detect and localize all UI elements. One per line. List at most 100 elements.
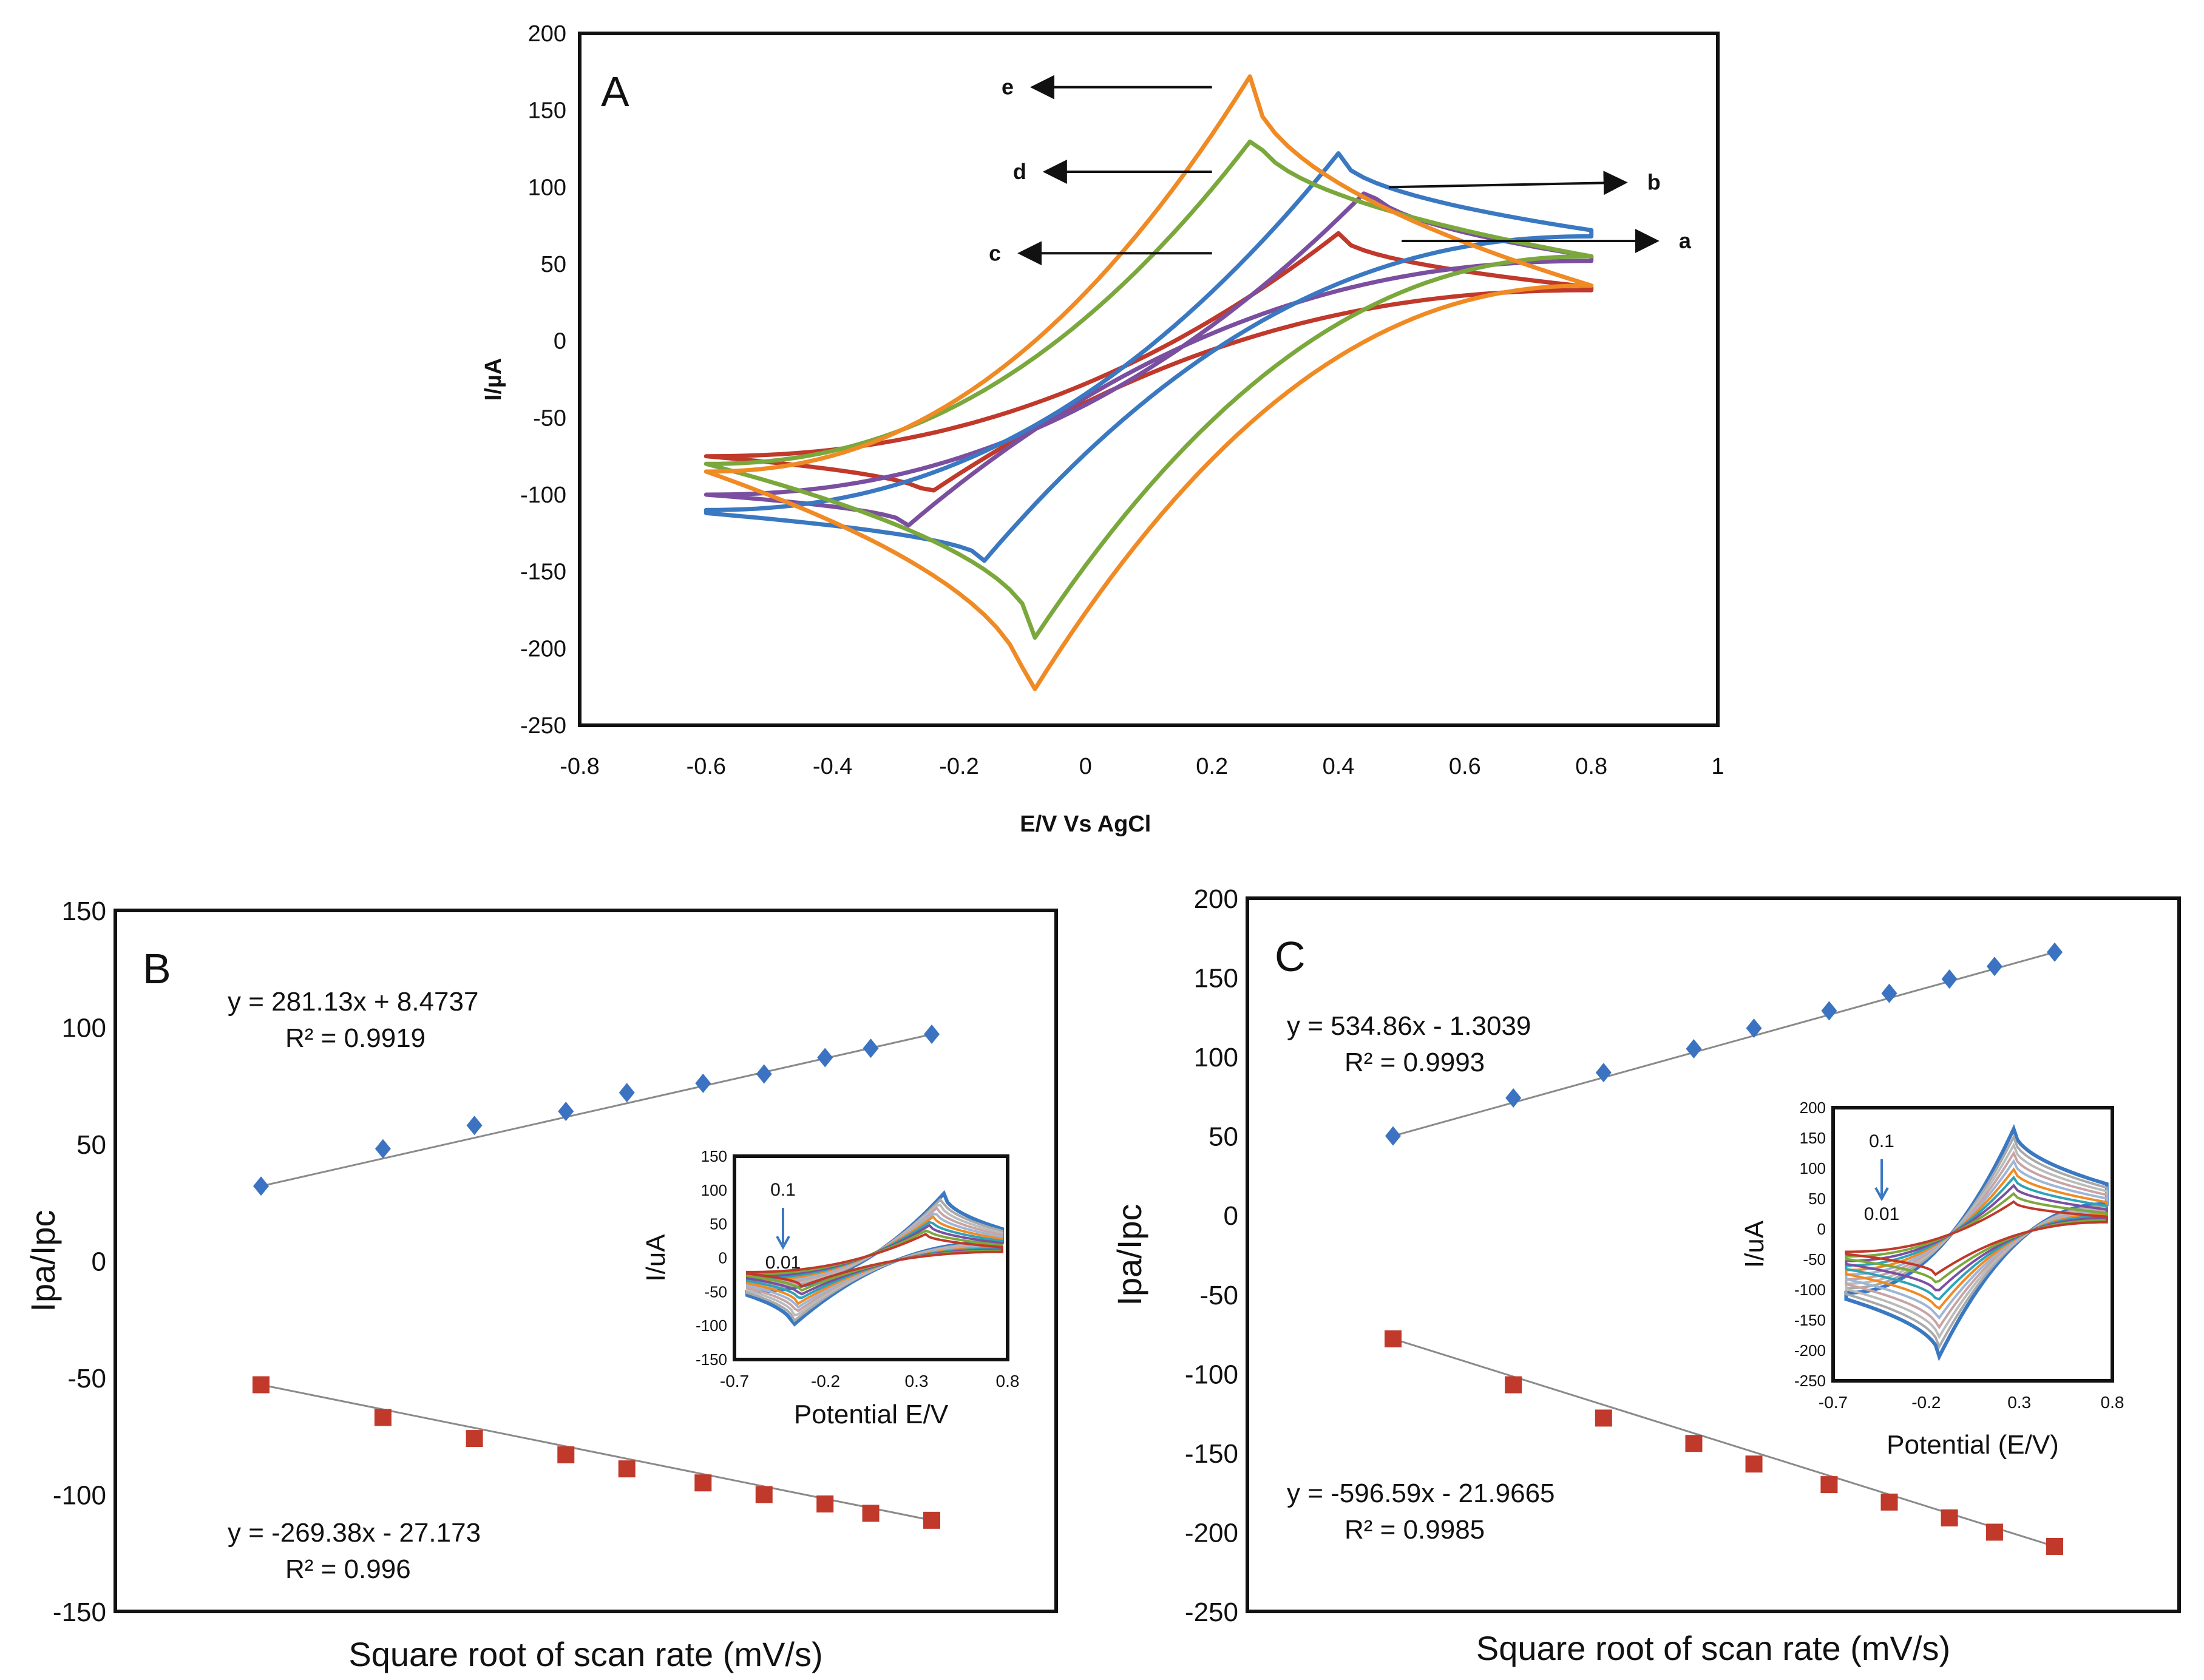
panel-a-cyclic-voltammogram: 200 150 100 50 0 -50 -100 -150 -200 -250 -0.8 -0.6 -… bbox=[481, 21, 1724, 837]
y-tick-label: 100 bbox=[1194, 1043, 1238, 1072]
inset-y-tick-label: 150 bbox=[701, 1147, 727, 1165]
ipc-point bbox=[1505, 1376, 1522, 1394]
x-tick-label: -0.6 bbox=[687, 754, 726, 779]
cv-curve-e bbox=[704, 74, 1594, 691]
x-tick-label: 1 bbox=[1711, 754, 1724, 779]
curve-label-a: a bbox=[1679, 228, 1692, 253]
y-tick-label: 200 bbox=[1194, 884, 1238, 914]
x-tick-label: -0.4 bbox=[813, 754, 852, 779]
fit-r-squared: R² = 0.9993 bbox=[1344, 1048, 1485, 1077]
x-tick-label: 0.6 bbox=[1449, 754, 1481, 779]
fit-equation: y = 534.86x - 1.3039 bbox=[1287, 1011, 1531, 1041]
panel-b-scan-rate-plot: 150 100 50 0 -50 -100 -150 Square root of scan … bbox=[24, 896, 1058, 1673]
cv-curve-b bbox=[704, 191, 1594, 528]
fit-equation: y = -269.38x - 27.173 bbox=[228, 1518, 481, 1548]
ipc-point bbox=[1595, 1409, 1612, 1427]
ipa-point bbox=[1746, 1018, 1762, 1038]
cv-curve-d bbox=[704, 139, 1594, 640]
inset-y-tick-label: -100 bbox=[1794, 1281, 1826, 1299]
fit-equation: y = -596.59x - 21.9665 bbox=[1287, 1478, 1555, 1508]
ipc-point bbox=[2046, 1537, 2063, 1555]
ipc-point bbox=[1880, 1493, 1898, 1511]
x-tick-label: -0.8 bbox=[560, 754, 599, 779]
inset-y-tick-label: 0 bbox=[719, 1249, 727, 1267]
inset-arrow-top-label: 0.1 bbox=[1869, 1131, 1894, 1151]
panel-c-scan-rate-plot: 200 150 100 50 0 -50 -100 -150 -200 -250 Square ro… bbox=[1110, 884, 2181, 1667]
ipc-point bbox=[557, 1446, 575, 1464]
y-tick-label: 0 bbox=[1224, 1201, 1238, 1231]
x-axis-label: Square root of scan rate (mV/s) bbox=[348, 1635, 822, 1673]
curve-arrow-b bbox=[1389, 171, 1628, 195]
ipc-point bbox=[1685, 1435, 1703, 1452]
inset-y-tick-label: 100 bbox=[701, 1181, 727, 1199]
cv-curve-a bbox=[704, 231, 1594, 493]
inset-y-tick-label: 50 bbox=[1808, 1190, 1826, 1208]
ipa-point bbox=[253, 1176, 269, 1196]
ipa-point bbox=[756, 1064, 772, 1084]
y-tick-label: 200 bbox=[528, 21, 566, 47]
inset-x-tick-label: 0.3 bbox=[2007, 1393, 2031, 1412]
ipa-point bbox=[558, 1102, 574, 1122]
y-tick-label: -150 bbox=[520, 560, 566, 585]
plot-frame bbox=[114, 909, 1058, 1613]
inset-arrow-bottom-label: 0.01 bbox=[765, 1253, 801, 1273]
ipa-point bbox=[695, 1073, 711, 1093]
y-tick-label: -200 bbox=[1185, 1518, 1238, 1548]
x-tick-label: -0.2 bbox=[939, 754, 978, 779]
inset-y-tick-label: -50 bbox=[1803, 1250, 1826, 1268]
fit-equation: y = 281.13x + 8.4737 bbox=[228, 987, 478, 1017]
inset-cv-curve bbox=[746, 1233, 1003, 1288]
y-tick-label: -100 bbox=[1185, 1360, 1238, 1389]
curve-label-e: e bbox=[1002, 75, 1014, 100]
y-tick-label: 100 bbox=[528, 175, 566, 200]
ipa-point bbox=[2047, 942, 2063, 962]
y-tick-label: 0 bbox=[554, 329, 566, 354]
inset-y-tick-label: -250 bbox=[1794, 1372, 1826, 1390]
inset-arrow-top-label: 0.1 bbox=[770, 1180, 796, 1200]
inset-x-axis-label: Potential (E/V) bbox=[1887, 1430, 2059, 1460]
ipa-point bbox=[924, 1025, 940, 1045]
y-tick-label: 150 bbox=[528, 98, 566, 124]
inset-y-tick-label: 200 bbox=[1800, 1099, 1826, 1117]
inset-x-axis-label: Potential E/V bbox=[794, 1400, 949, 1429]
inset-x-tick-label: -0.2 bbox=[811, 1372, 840, 1390]
ipa-point bbox=[1595, 1063, 1612, 1083]
x-tick-label: 0.8 bbox=[1575, 754, 1607, 779]
y-tick-label: 150 bbox=[1194, 964, 1238, 994]
ipc-point bbox=[374, 1409, 392, 1426]
inset-x-tick-label: -0.2 bbox=[1911, 1393, 1941, 1412]
ipa-point bbox=[1821, 1001, 1837, 1021]
ipa-point bbox=[863, 1038, 879, 1058]
y-tick-label: 50 bbox=[76, 1130, 106, 1160]
y-tick-label: -250 bbox=[1185, 1597, 1238, 1627]
inset-frame bbox=[1831, 1106, 2114, 1383]
inset-y-axis-label: I/uA bbox=[641, 1234, 671, 1282]
y-tick-label: -50 bbox=[1199, 1281, 1238, 1310]
ipc-point bbox=[816, 1495, 834, 1512]
y-tick-label: 0 bbox=[92, 1247, 106, 1277]
inset-x-tick-label: -0.7 bbox=[1819, 1393, 1848, 1412]
curve-label-b: b bbox=[1647, 170, 1661, 195]
inset-arrow-head bbox=[776, 1236, 790, 1250]
ipc-point bbox=[1820, 1476, 1838, 1494]
x-tick-label: 0.4 bbox=[1323, 754, 1355, 779]
ipa-point bbox=[817, 1048, 833, 1068]
ipa-point bbox=[619, 1083, 635, 1103]
ipc-point bbox=[618, 1460, 636, 1478]
y-tick-label: -150 bbox=[1185, 1439, 1238, 1469]
inset-y-tick-label: 100 bbox=[1800, 1159, 1826, 1177]
y-axis-label: Ipa/Ipc bbox=[1110, 1204, 1148, 1306]
y-axis-label: Ipa/Ipc bbox=[24, 1210, 62, 1312]
fit-r-squared: R² = 0.9919 bbox=[285, 1023, 426, 1053]
inset-x-tick-label: 0.8 bbox=[996, 1372, 1020, 1390]
plot-frame bbox=[578, 32, 1720, 727]
panel-label: A bbox=[601, 68, 629, 115]
y-tick-label: 50 bbox=[1209, 1122, 1238, 1152]
panel-label: C bbox=[1275, 933, 1306, 980]
ipc-point bbox=[862, 1505, 880, 1522]
fit-line-Ipa bbox=[1392, 951, 2055, 1137]
fit-r-squared: R² = 0.996 bbox=[285, 1554, 411, 1584]
y-tick-label: -50 bbox=[67, 1364, 106, 1394]
ipc-point bbox=[1745, 1455, 1763, 1473]
inset-y-tick-label: 50 bbox=[710, 1215, 727, 1233]
